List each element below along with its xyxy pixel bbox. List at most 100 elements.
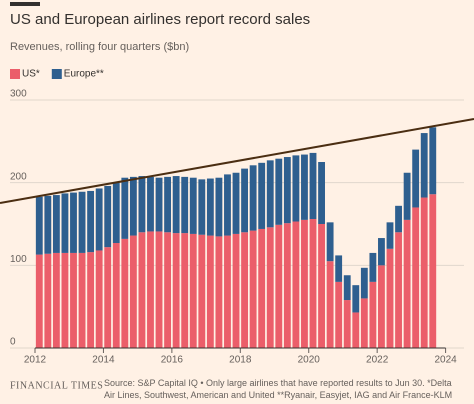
- trend-line: [0, 118, 474, 204]
- bar: [420, 197, 428, 348]
- bar: [335, 281, 343, 348]
- bar: [343, 275, 351, 301]
- bar: [232, 172, 240, 234]
- y-tick-label: 100: [10, 254, 27, 265]
- x-tick-label: 2020: [298, 355, 321, 366]
- bar: [412, 207, 420, 348]
- x-tick-label: 2014: [92, 355, 115, 366]
- x-tick-label: 2018: [229, 355, 252, 366]
- bar: [283, 157, 291, 224]
- bar: [275, 224, 283, 348]
- bar: [292, 221, 300, 348]
- bar: [292, 155, 300, 222]
- bar: [369, 252, 377, 282]
- bar: [112, 182, 120, 244]
- bar: [275, 158, 283, 225]
- bar: [326, 222, 334, 262]
- bar: [104, 185, 112, 248]
- bar: [35, 196, 43, 255]
- bar: [232, 233, 240, 348]
- bar: [164, 176, 172, 233]
- bar: [241, 168, 248, 233]
- bar: [87, 190, 95, 253]
- bar: [429, 194, 437, 348]
- bar: [318, 162, 325, 224]
- brand-bar: [10, 2, 40, 6]
- bar: [266, 227, 274, 348]
- bar: [70, 192, 77, 253]
- bar: [181, 176, 189, 234]
- bar: [129, 176, 137, 236]
- chart-subtitle: Revenues, rolling four quarters ($bn): [10, 41, 189, 53]
- bar: [206, 235, 214, 348]
- bar: [70, 252, 77, 348]
- bar: [266, 160, 274, 228]
- bar: [386, 248, 394, 348]
- bar: [44, 253, 52, 348]
- bar: [198, 179, 206, 235]
- bar: [395, 232, 402, 348]
- legend-label: US*: [22, 69, 40, 80]
- bar: [309, 219, 317, 348]
- bar: [104, 247, 112, 348]
- legend-label: Europe**: [64, 69, 104, 80]
- bar: [215, 236, 223, 348]
- bar: [52, 195, 60, 253]
- x-tick-label: 2012: [24, 355, 47, 366]
- bar: [138, 232, 146, 348]
- bar: [378, 238, 385, 266]
- bar: [326, 261, 334, 348]
- bar: [301, 154, 308, 220]
- bar: [309, 152, 317, 220]
- bar: [78, 252, 86, 348]
- y-tick-label: 0: [10, 337, 16, 348]
- bar: [335, 255, 343, 282]
- bar: [95, 188, 103, 251]
- bar: [155, 231, 163, 348]
- bar: [249, 230, 257, 348]
- bar: [172, 233, 180, 348]
- bar: [360, 298, 368, 348]
- x-tick-label: 2024: [434, 355, 457, 366]
- bar: [352, 285, 360, 313]
- bar: [95, 250, 103, 348]
- bar: [369, 281, 377, 348]
- bar: [249, 165, 257, 231]
- bar: [283, 223, 291, 348]
- bar: [386, 222, 394, 249]
- chart-title: US and European airlines report record s…: [10, 11, 310, 28]
- bar: [258, 162, 266, 229]
- legend-swatch: [51, 69, 62, 79]
- brand: FINANCIAL TIMES: [10, 380, 103, 391]
- bar: [189, 233, 197, 348]
- bar: [224, 235, 231, 348]
- bar: [206, 178, 214, 236]
- bar: [121, 177, 129, 239]
- bar: [138, 176, 146, 233]
- bar: [172, 176, 180, 234]
- bar: [78, 191, 86, 253]
- bar: [129, 235, 137, 348]
- bar: [87, 252, 95, 348]
- bar: [164, 232, 172, 348]
- bar: [360, 267, 368, 299]
- bar: [215, 177, 223, 237]
- bar: [112, 243, 120, 348]
- bar: [224, 174, 231, 236]
- bar: [61, 193, 69, 253]
- bar: [429, 127, 437, 195]
- bar: [61, 252, 69, 348]
- bar: [420, 133, 428, 198]
- bar: [258, 228, 266, 348]
- bar: [35, 254, 43, 348]
- bar: [198, 234, 206, 348]
- bar: [181, 233, 189, 348]
- bar: [189, 177, 197, 234]
- bar: [121, 238, 129, 348]
- bar: [343, 300, 351, 348]
- y-tick-label: 200: [10, 171, 27, 182]
- bar: [395, 205, 402, 233]
- bar: [403, 172, 411, 220]
